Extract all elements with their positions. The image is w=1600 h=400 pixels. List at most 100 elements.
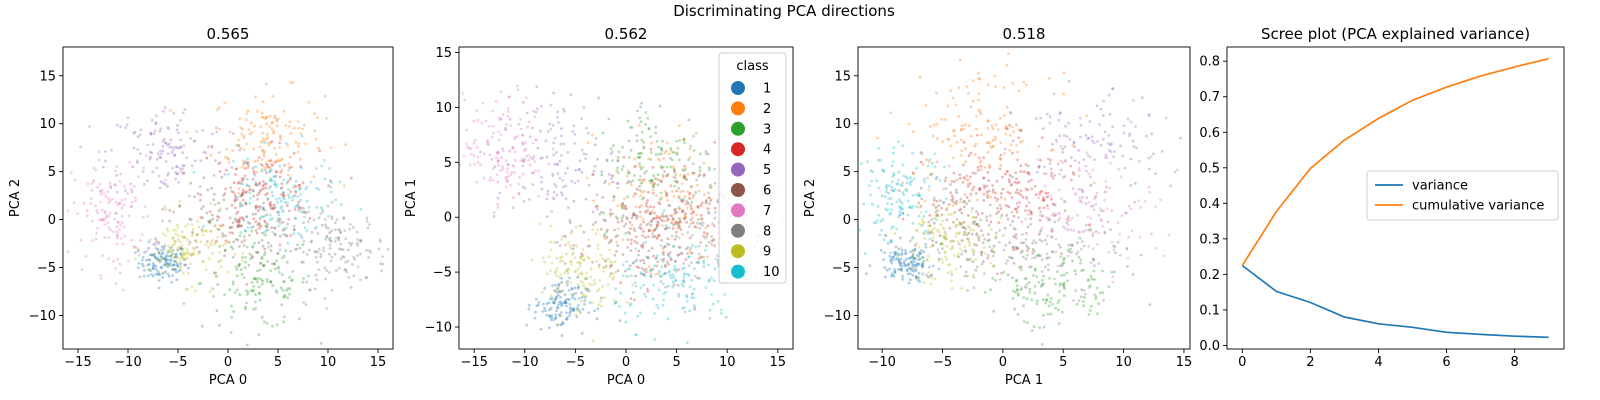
scatter-point [310, 239, 314, 243]
scatter-point [240, 179, 244, 183]
scatter-point [122, 203, 126, 207]
scatter-point [975, 222, 979, 226]
scatter-point [893, 188, 897, 191]
scatter-point [994, 231, 998, 235]
scatter-point [1063, 281, 1066, 285]
scatter-point [1118, 232, 1122, 236]
scatter-point [504, 159, 508, 163]
scatter-point [161, 207, 165, 211]
scatter-point [561, 289, 565, 293]
scatter-point [545, 215, 549, 219]
scatter-point [648, 179, 652, 183]
scatter-point [149, 132, 153, 136]
scatter-point [1019, 241, 1023, 245]
scatter-point [284, 249, 288, 253]
scatter-point [270, 127, 274, 130]
scatter-point [273, 182, 277, 186]
scatter-point [566, 283, 569, 287]
scatter-point [647, 265, 651, 268]
scatter-point [254, 300, 257, 304]
scatter-point [1117, 167, 1120, 171]
scatter-point [159, 149, 162, 153]
scatter-point [1059, 255, 1063, 259]
scatter-point [174, 171, 177, 174]
scatter-point [900, 269, 904, 272]
scatter-point [595, 204, 599, 208]
y-tick-label: 10 [435, 101, 452, 116]
scatter-point [154, 122, 158, 126]
scatter-point [1032, 239, 1036, 242]
scatter-point [560, 280, 564, 284]
scatter-point [1130, 229, 1134, 233]
scatter-point [573, 133, 577, 136]
scatter-point [971, 99, 975, 103]
scatter-point [195, 245, 199, 249]
scatter-point [486, 139, 489, 143]
scatter-point [688, 197, 692, 200]
scatter-point [1008, 192, 1012, 195]
scatter-point [1035, 254, 1039, 258]
scatter-point [189, 181, 193, 185]
scatter-point [204, 151, 208, 154]
scatter-point [915, 166, 918, 170]
scatter-point [288, 275, 291, 279]
scatter-point [209, 153, 213, 157]
scatter-point [980, 262, 984, 266]
scatter-point [492, 167, 495, 171]
scatter-point [1032, 249, 1036, 253]
scatter-point [147, 274, 150, 278]
scatter-point [879, 158, 882, 162]
scatter-point [231, 247, 235, 251]
scatter-point [584, 287, 588, 291]
scatter-point [540, 156, 544, 160]
scatter-point [252, 194, 256, 198]
scatter-point [941, 247, 944, 250]
scatter-point [1021, 255, 1025, 259]
scatter-point [609, 272, 613, 275]
scatter-point [133, 257, 137, 261]
scatter-point [679, 217, 682, 221]
scatter-point [974, 172, 977, 175]
scatter-point [926, 164, 930, 168]
scatter-point [266, 260, 270, 263]
scatter-point [934, 210, 938, 214]
scatter-point [247, 128, 251, 131]
scatter-point [356, 265, 360, 269]
scatter-point [625, 215, 629, 219]
scatter-point [905, 187, 909, 191]
scatter-point [268, 179, 272, 183]
scatter-point [555, 162, 559, 166]
scatter-point [479, 163, 483, 167]
scatter-point [651, 235, 655, 239]
scatter-point [657, 306, 660, 309]
scatter-point [931, 239, 935, 243]
cluster-class-9 [893, 187, 1003, 290]
scatter-point [273, 233, 277, 237]
scatter-point [1090, 135, 1094, 139]
scatter-point [135, 159, 139, 163]
scatter-point [673, 168, 676, 172]
scatter-point [1091, 247, 1095, 251]
scatter-point [682, 175, 686, 178]
scatter-point [918, 205, 922, 209]
scatter-point [145, 258, 148, 262]
scatter-point [671, 217, 675, 221]
scatter-point [937, 204, 941, 207]
scatter-point [1087, 136, 1091, 140]
scatter-point [909, 176, 912, 180]
scatter-point [252, 189, 255, 193]
scatter-point [549, 103, 553, 107]
scatter-point [704, 286, 708, 289]
scatter-point [254, 206, 258, 210]
scatter-point [1076, 250, 1080, 254]
scatter-point [364, 276, 368, 279]
scatter-point [1105, 185, 1108, 189]
scatter-point [271, 121, 274, 124]
scatter-point [339, 230, 342, 234]
scatter-point [180, 235, 184, 239]
scatter-point [637, 156, 641, 160]
scatter-point [940, 118, 944, 121]
scatter-point [642, 261, 646, 265]
scatter-point [158, 155, 162, 159]
scatter-point [938, 199, 942, 203]
